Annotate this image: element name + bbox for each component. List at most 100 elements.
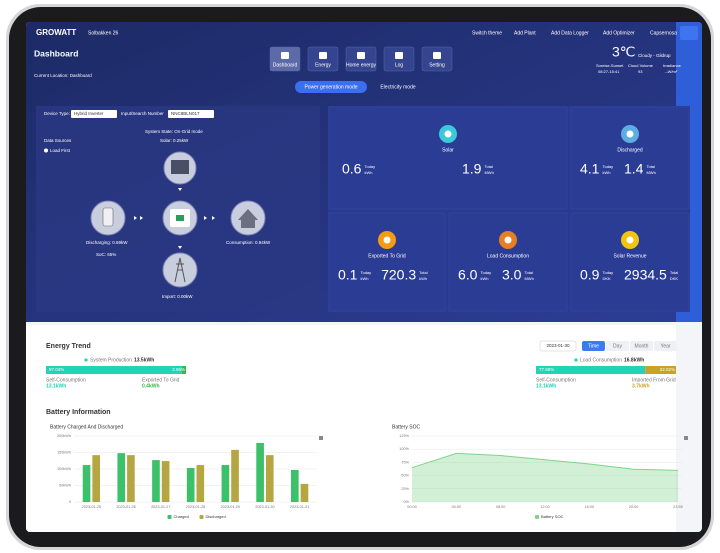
tile-total: 1.9 bbox=[462, 161, 482, 177]
tile-unit: MWh bbox=[524, 276, 533, 281]
tile-unit: kWh bbox=[419, 276, 427, 281]
tile-today: 0.6 bbox=[342, 161, 362, 177]
part-value: 13.1kWh bbox=[536, 383, 556, 389]
share-label: 2.96% bbox=[172, 367, 185, 372]
period-label[interactable]: Time bbox=[588, 343, 599, 349]
flow-value: Discharging: 0.69kW bbox=[86, 240, 128, 245]
legend-label[interactable]: Discharged bbox=[206, 514, 226, 519]
date[interactable]: 2023-01-30 bbox=[546, 343, 570, 348]
nav-icon bbox=[395, 52, 403, 59]
legend-swatch[interactable] bbox=[167, 515, 172, 519]
y-tick-label: 125% bbox=[399, 434, 409, 438]
nav-label[interactable]: Home energy bbox=[346, 62, 377, 68]
period-tab[interactable] bbox=[630, 341, 653, 351]
y-tick-label: 150kWh bbox=[57, 451, 71, 455]
value: 93 bbox=[638, 69, 643, 74]
action[interactable]: Switch theme bbox=[472, 30, 502, 36]
logout-button[interactable] bbox=[680, 26, 698, 40]
chart-menu[interactable] bbox=[684, 436, 688, 440]
y-tick-label: 200kWh bbox=[57, 434, 71, 438]
x-tick-label: 2023-01-26 bbox=[116, 505, 135, 509]
y-tick-label: 0% bbox=[404, 500, 410, 504]
legend-label[interactable]: Battery SOC bbox=[541, 514, 564, 519]
part-value: 0.4kWh bbox=[142, 383, 160, 389]
page-title: Dashboard bbox=[34, 48, 78, 58]
action[interactable]: Add Data Logger bbox=[551, 30, 589, 36]
y-tick-label: 50kWh bbox=[59, 484, 71, 488]
chart-menu[interactable] bbox=[319, 436, 323, 440]
label: Cloud Volume bbox=[628, 63, 654, 68]
action[interactable]: Add Optimizer bbox=[603, 30, 635, 36]
tile-unit: kWh bbox=[364, 170, 372, 175]
legend-label[interactable]: Charged bbox=[174, 514, 189, 519]
period-tab[interactable] bbox=[582, 341, 605, 351]
user[interactable]: Capsernosa bbox=[650, 30, 677, 36]
tile-today: 6.0 bbox=[458, 267, 478, 283]
period-label[interactable]: Year bbox=[660, 343, 670, 349]
tile-label: Today bbox=[602, 164, 613, 169]
select-value[interactable]: NNC8BLN017 bbox=[171, 111, 200, 116]
x-tick-label: 00:00 bbox=[407, 505, 417, 509]
plant-select[interactable]: Solbakken 26 bbox=[88, 30, 119, 36]
select-value[interactable]: Hybrid Inverter bbox=[74, 111, 104, 116]
tile-label: Today bbox=[480, 270, 491, 275]
bar bbox=[256, 442, 264, 502]
action[interactable]: Add Plant bbox=[514, 30, 536, 36]
mode[interactable]: Power generation mode bbox=[304, 84, 357, 90]
bar bbox=[186, 468, 195, 502]
select[interactable] bbox=[168, 110, 214, 118]
value: --W/m² bbox=[665, 69, 678, 74]
tile bbox=[570, 106, 690, 210]
tile-label: Today bbox=[602, 270, 613, 275]
period-label[interactable]: Month bbox=[635, 343, 649, 349]
nav-label[interactable]: Setting bbox=[429, 62, 445, 68]
tile-name: Solar Revenue bbox=[613, 253, 646, 259]
tile-unit: MWh bbox=[646, 170, 655, 175]
y-tick-label: 0 bbox=[69, 500, 71, 504]
radio-label[interactable]: Load First bbox=[50, 148, 71, 153]
nav-icon bbox=[319, 52, 327, 59]
share-label: 97.04% bbox=[49, 367, 64, 372]
bar bbox=[161, 461, 170, 502]
select[interactable] bbox=[71, 110, 117, 118]
tile-today: 0.1 bbox=[338, 267, 358, 283]
part-label: Self-Consumption bbox=[46, 377, 86, 383]
tile-icon-inner bbox=[626, 236, 634, 244]
soc-line bbox=[411, 452, 679, 471]
period-label[interactable]: Day bbox=[613, 343, 622, 349]
soc-area bbox=[412, 453, 678, 502]
y-tick-label: 25% bbox=[401, 487, 409, 491]
x-tick-label: 2023-01-30 bbox=[255, 505, 274, 509]
tile-unit: kWh bbox=[360, 276, 368, 281]
legend-swatch[interactable] bbox=[199, 515, 204, 519]
nav-label[interactable]: Energy bbox=[315, 62, 331, 68]
tile-label: Today bbox=[364, 164, 375, 169]
period-tab[interactable] bbox=[654, 341, 677, 351]
tile-label: Total bbox=[484, 164, 493, 169]
nav-label[interactable]: Dashboard bbox=[273, 62, 298, 68]
bar bbox=[221, 465, 230, 502]
bar-label: Load Consumption bbox=[580, 357, 622, 363]
share-bar bbox=[181, 366, 186, 374]
tile bbox=[328, 212, 446, 312]
inverter-screen bbox=[176, 215, 184, 221]
mode-active[interactable] bbox=[295, 81, 367, 93]
legend-swatch[interactable] bbox=[535, 515, 539, 519]
tile-total: 720.3 bbox=[381, 267, 416, 283]
mode[interactable]: Electricity mode bbox=[380, 84, 416, 90]
weather-condition: Cloudy - Gildrup bbox=[638, 53, 671, 58]
tile-label: Today bbox=[360, 270, 371, 275]
nav-icon bbox=[281, 52, 289, 59]
bar-total: 16.8kWh bbox=[624, 357, 644, 363]
x-tick-label: 2023-01-31 bbox=[290, 505, 309, 509]
bar bbox=[231, 449, 239, 502]
period-tab[interactable] bbox=[606, 341, 629, 351]
radio[interactable] bbox=[44, 148, 48, 153]
part-value: 13.1kWh bbox=[46, 383, 66, 389]
tile-total: 3.0 bbox=[502, 267, 522, 283]
date-picker[interactable] bbox=[539, 340, 577, 352]
battery-icon bbox=[102, 207, 114, 227]
bar bbox=[291, 469, 299, 502]
nav-label[interactable]: Log bbox=[395, 62, 404, 68]
